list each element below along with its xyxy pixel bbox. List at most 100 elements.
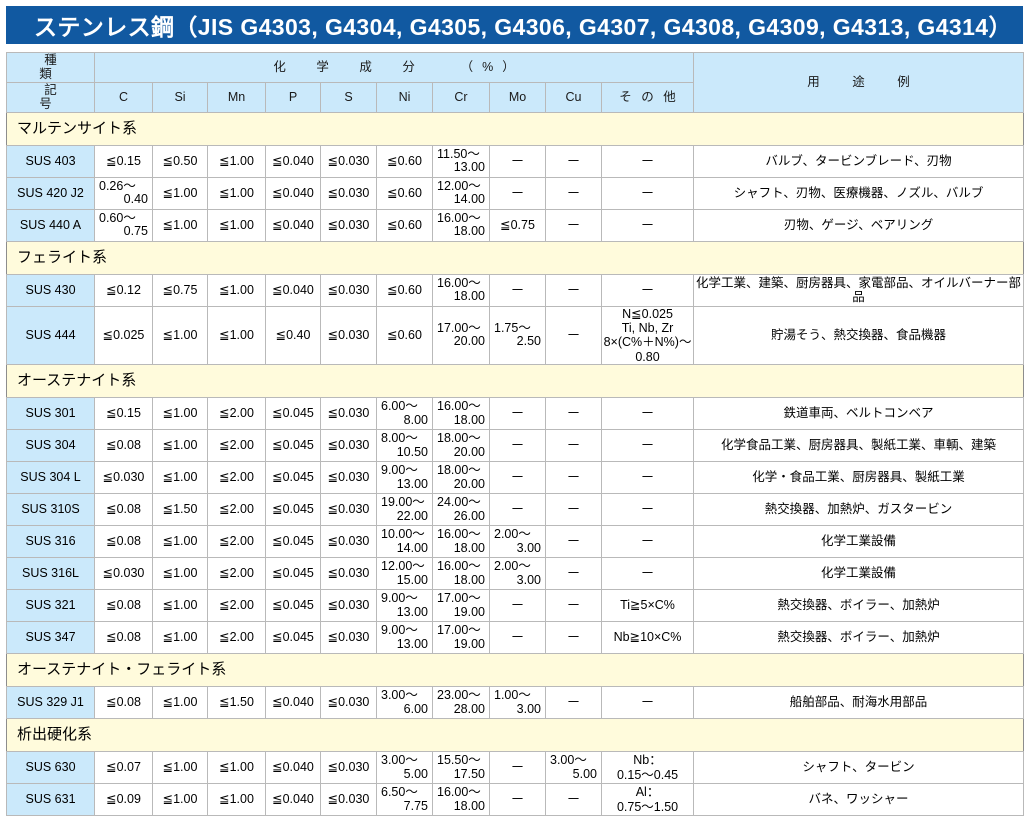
- cell-s: ≦0.030: [320, 305, 377, 365]
- cell-p: ≦0.040: [265, 783, 321, 816]
- header-element-other: そ の 他: [600, 81, 695, 113]
- category-row: マルテンサイト系: [5, 111, 1025, 146]
- cell-s: ≦0.030: [320, 493, 377, 526]
- header-element-cu: Cu: [545, 81, 602, 113]
- cell-cr: 16.00～ 18.00: [432, 783, 490, 816]
- header-usage-group: 用 途 例: [693, 52, 1025, 113]
- cell-p: ≦0.045: [265, 557, 321, 590]
- cell-p: ≦0.040: [265, 273, 321, 307]
- header-element-p: P: [265, 81, 321, 113]
- cell-cr: 15.50～ 17.50: [432, 751, 490, 784]
- cell-cr: 17.00～ 19.00: [432, 621, 490, 654]
- header-kind-line1: 種 類: [6, 52, 102, 83]
- usage-example: シャフト、刃物、医療機器、ノズル、バルブ: [693, 176, 1025, 210]
- table-row: SUS 316L ≦0.030 ≦1.00 ≦2.00 ≦0.045 ≦0.030 12.0…: [6, 557, 1025, 590]
- cell-other: －: [600, 525, 695, 558]
- cell-si: ≦1.00: [152, 783, 208, 816]
- stainless-steel-spec-page: ステンレス鋼（JIS G4303, G4304, G4305, G4306, G…: [5, 6, 1025, 816]
- cell-c: ≦0.030: [94, 557, 153, 590]
- steel-grade-name: SUS 304: [6, 429, 95, 462]
- header-element-mn: Mn: [207, 81, 266, 113]
- steel-grade-name: SUS 301: [6, 397, 95, 430]
- cell-mo: －: [489, 397, 546, 430]
- cell-s: ≦0.030: [320, 273, 377, 307]
- cell-s: ≦0.030: [320, 557, 377, 590]
- cell-c: 0.26～ 0.40: [94, 176, 153, 210]
- cell-s: ≦0.030: [320, 208, 377, 242]
- cell-mo: －: [489, 493, 546, 526]
- cell-mn: ≦2.00: [207, 461, 266, 494]
- cell-ni: 9.00～ 13.00: [376, 589, 433, 622]
- cell-p: ≦0.045: [265, 525, 321, 558]
- cell-mn: ≦1.00: [207, 783, 266, 816]
- steel-grade-name: SUS 304 L: [6, 461, 95, 494]
- cell-mo: ≦0.75: [489, 208, 546, 242]
- usage-example: 化学・食品工業、厨房器具、製紙工業: [693, 461, 1025, 494]
- cell-mn: ≦2.00: [207, 589, 266, 622]
- cell-cr: 16.00～ 18.00: [432, 557, 490, 590]
- usage-example: 刃物、ゲージ、ベアリング: [693, 208, 1025, 242]
- cell-other: N≦0.025 Ti, Nb, Zr 8×(C%＋N%)～0.80: [600, 305, 695, 365]
- cell-ni: 3.00～ 5.00: [376, 751, 433, 784]
- steel-grade-name: SUS 347: [6, 621, 95, 654]
- usage-example: 熱交換器、ボイラー、加熱炉: [693, 589, 1025, 622]
- cell-mo: －: [489, 144, 546, 178]
- cell-other: －: [600, 176, 695, 210]
- cell-mo: 2.00～ 3.00: [489, 557, 546, 590]
- table-body: マルテンサイト系 SUS 403 ≦0.15 ≦0.50 ≦1.00 ≦0.040 ≦0.0…: [5, 111, 1025, 816]
- cell-s: ≦0.030: [320, 144, 377, 178]
- cell-cr: 18.00～ 20.00: [432, 429, 490, 462]
- header-element-cr: Cr: [432, 81, 490, 113]
- header-element-si: Si: [152, 81, 208, 113]
- header-chemical-group: 化 学 成 分 （%）: [93, 52, 695, 83]
- cell-cr: 16.00～ 18.00: [432, 273, 490, 307]
- cell-si: ≦1.00: [152, 589, 208, 622]
- cell-s: ≦0.030: [320, 751, 377, 784]
- cell-mn: ≦2.00: [207, 429, 266, 462]
- category-row: オーステナイト系: [5, 364, 1025, 398]
- cell-si: ≦1.00: [152, 208, 208, 242]
- header-kind-line2: 記 号: [6, 81, 102, 113]
- cell-mn: ≦1.00: [207, 208, 266, 242]
- cell-mn: ≦1.00: [207, 751, 266, 784]
- cell-mo: 2.00～ 3.00: [489, 525, 546, 558]
- cell-other: －: [600, 273, 695, 307]
- cell-c: ≦0.08: [94, 621, 153, 654]
- cell-other: －: [600, 493, 695, 526]
- cell-ni: 10.00～ 14.00: [376, 525, 433, 558]
- cell-mn: ≦2.00: [207, 557, 266, 590]
- cell-cr: 17.00～ 20.00: [432, 305, 490, 365]
- cell-ni: ≦0.60: [376, 176, 433, 210]
- cell-mo: －: [489, 461, 546, 494]
- cell-s: ≦0.030: [320, 686, 377, 719]
- steel-grade-name: SUS 420 J2: [6, 176, 95, 210]
- cell-mo: 1.00～ 3.00: [489, 686, 546, 719]
- cell-c: ≦0.15: [94, 397, 153, 430]
- cell-s: ≦0.030: [320, 621, 377, 654]
- header-row-bottom: 記 号 C Si Mn P S Ni Cr Mo Cu そ の 他: [6, 81, 1024, 113]
- cell-mo: －: [489, 176, 546, 210]
- cell-mn: ≦2.00: [207, 493, 266, 526]
- cell-mn: ≦2.00: [207, 397, 266, 430]
- cell-p: ≦0.045: [265, 589, 321, 622]
- cell-c: ≦0.07: [94, 751, 153, 784]
- cell-s: ≦0.030: [320, 589, 377, 622]
- steel-grade-name: SUS 630: [6, 751, 95, 784]
- usage-example: 鉄道車両、ベルトコンベア: [693, 397, 1025, 430]
- cell-ni: 8.00～ 10.50: [376, 429, 433, 462]
- table-row: SUS 321 ≦0.08 ≦1.00 ≦2.00 ≦0.045 ≦0.030 9.00～ 1…: [6, 589, 1025, 622]
- table-header: 種 類 化 学 成 分 （%） 用 途 例 記 号 C Si Mn P S Ni…: [6, 52, 1025, 113]
- cell-p: ≦0.040: [265, 176, 321, 210]
- cell-ni: 6.00～ 8.00: [376, 397, 433, 430]
- steel-grade-name: SUS 444: [6, 305, 95, 365]
- cell-mo: －: [489, 429, 546, 462]
- cell-other: －: [600, 397, 695, 430]
- cell-ni: 9.00～ 13.00: [376, 621, 433, 654]
- cell-c: ≦0.12: [94, 273, 153, 307]
- header-element-s: S: [320, 81, 377, 113]
- cell-mn: ≦1.00: [207, 176, 266, 210]
- cell-cr: 16.00～ 18.00: [432, 397, 490, 430]
- cell-mo: －: [489, 589, 546, 622]
- cell-mo: －: [489, 621, 546, 654]
- page-title: ステンレス鋼（JIS G4303, G4304, G4305, G4306, G…: [34, 14, 1012, 40]
